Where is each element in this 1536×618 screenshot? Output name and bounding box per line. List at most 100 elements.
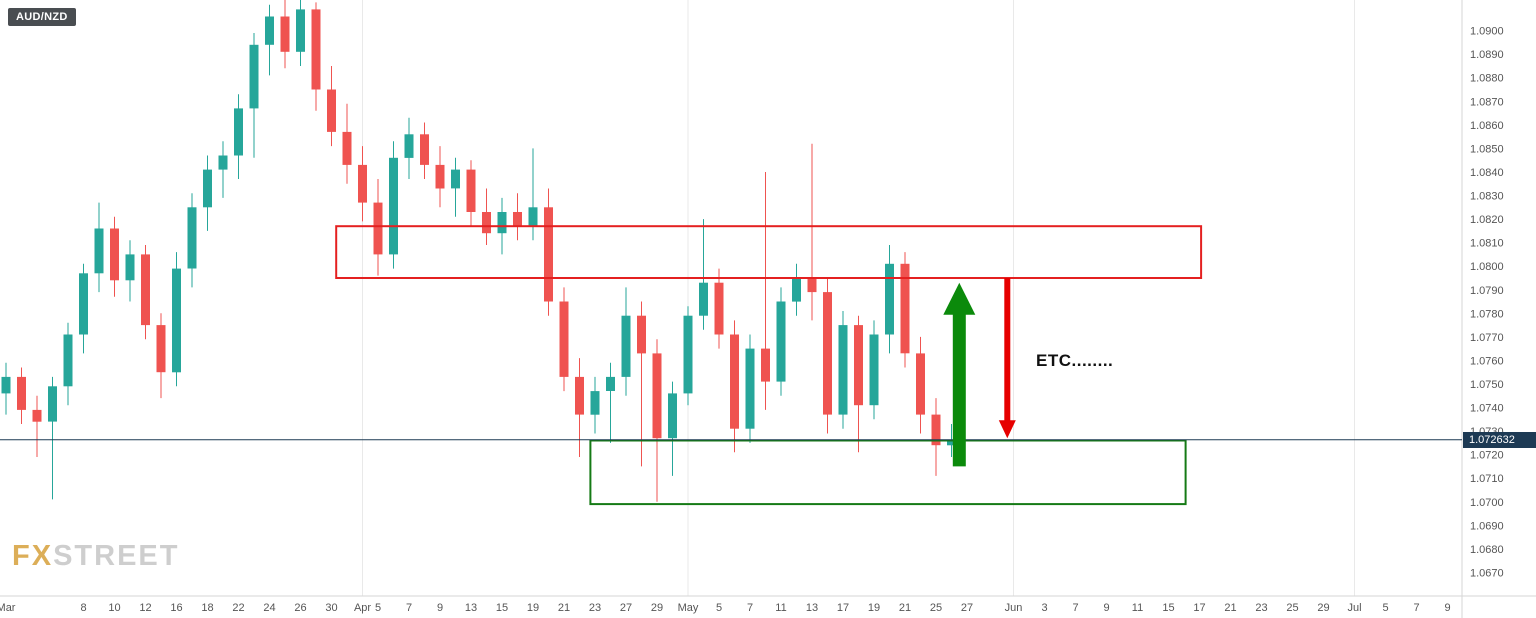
candle-body: [590, 391, 600, 415]
candle-body: [234, 108, 243, 156]
candle-body: [311, 9, 321, 90]
candle-body: [947, 439, 956, 446]
candle-body: [916, 353, 925, 415]
candle-body: [621, 315, 631, 377]
fxstreet-logo-fx: FX: [12, 540, 54, 572]
resistance-zone[interactable]: [335, 225, 1203, 279]
price-tick-label: 1.0880: [1470, 73, 1504, 85]
candle-body: [544, 207, 553, 302]
time-tick-label: Jun: [1005, 602, 1023, 614]
time-tick-label: 7: [406, 602, 412, 614]
time-tick-label: 9: [437, 602, 443, 614]
time-tick-label: 29: [651, 602, 663, 614]
candle-body: [63, 334, 73, 387]
time-tick-label: 13: [465, 602, 477, 614]
candle-body: [156, 325, 166, 373]
candle-body: [652, 353, 662, 439]
price-tick-label: 1.0810: [1470, 238, 1504, 250]
time-tick-label: 17: [837, 602, 849, 614]
candle-body: [420, 134, 429, 165]
symbol-badge[interactable]: AUD/NZD: [8, 8, 76, 26]
candle-body: [110, 228, 119, 281]
candle-body: [94, 228, 104, 274]
candle-body: [838, 325, 848, 415]
candle-body: [807, 278, 817, 293]
price-tick-label: 1.0900: [1470, 26, 1504, 38]
price-tick-label: 1.0780: [1470, 308, 1504, 320]
price-tick-label: 1.0840: [1470, 167, 1504, 179]
time-tick-label: 5: [716, 602, 722, 614]
time-axis[interactable]: [0, 596, 1536, 618]
candle-body: [48, 386, 57, 422]
time-tick-label: 19: [527, 602, 539, 614]
price-tick-label: 1.0860: [1470, 120, 1504, 132]
price-tick-label: 1.0690: [1470, 520, 1504, 532]
candle-body: [683, 315, 693, 394]
time-tick-label: 18: [201, 602, 213, 614]
fxstreet-logo: FXSTREET: [12, 540, 179, 573]
time-tick-label: 3: [1041, 602, 1047, 614]
candle-body: [730, 334, 739, 429]
time-tick-label: 7: [747, 602, 753, 614]
candle-body: [823, 292, 832, 415]
time-tick-label: 27: [620, 602, 632, 614]
candle-body: [885, 263, 894, 335]
time-tick-label: 17: [1193, 602, 1205, 614]
candle-body: [32, 409, 42, 422]
price-tick-label: 1.0680: [1470, 544, 1504, 556]
etc-annotation[interactable]: ETC........: [1036, 351, 1114, 370]
time-tick-label: 26: [294, 602, 306, 614]
candle-body: [776, 301, 786, 382]
candle-body: [141, 254, 150, 326]
time-tick-label: 7: [1072, 602, 1078, 614]
candle-body: [404, 134, 414, 158]
candle-body: [203, 169, 212, 208]
time-tick-label: Mar: [0, 602, 16, 614]
time-tick-label: 24: [263, 602, 275, 614]
candle-body: [668, 393, 677, 439]
candle-body: [869, 334, 879, 406]
candle-body: [699, 282, 708, 316]
time-tick-label: 25: [1286, 602, 1298, 614]
price-tick-label: 1.0740: [1470, 403, 1504, 415]
time-tick-label: 19: [868, 602, 880, 614]
time-tick-label: 13: [806, 602, 818, 614]
candle-body: [17, 376, 26, 410]
price-tick-label: 1.0770: [1470, 332, 1504, 344]
time-tick-label: 27: [961, 602, 973, 614]
time-tick-label: 30: [325, 602, 337, 614]
price-tick-label: 1.0850: [1470, 143, 1504, 155]
support-zone[interactable]: [589, 439, 1187, 506]
time-tick-label: 23: [1255, 602, 1267, 614]
candle-body: [637, 315, 646, 354]
down-arrow[interactable]: [998, 278, 1016, 439]
time-tick-label: 10: [108, 602, 120, 614]
time-tick-label: 9: [1103, 602, 1109, 614]
last-price-label: 1.072632: [1463, 431, 1536, 448]
price-tick-label: 1.0800: [1470, 261, 1504, 273]
time-tick-label: 11: [1132, 602, 1143, 614]
time-tick-label: 15: [1162, 602, 1174, 614]
time-tick-label: Jul: [1347, 602, 1361, 614]
candle-body: [559, 301, 569, 377]
price-tick-label: 1.0760: [1470, 355, 1504, 367]
candle-body: [249, 44, 259, 109]
candle-body: [265, 16, 274, 45]
price-tick-label: 1.0710: [1470, 473, 1504, 485]
price-tick-label: 1.0790: [1470, 285, 1504, 297]
price-tick-label: 1.0700: [1470, 497, 1504, 509]
time-tick-label: 11: [775, 602, 786, 614]
price-tick-label: 1.0890: [1470, 49, 1504, 61]
candle-body: [373, 202, 383, 255]
time-tick-label: 16: [170, 602, 182, 614]
time-tick-label: 15: [496, 602, 508, 614]
candle-body: [358, 164, 367, 203]
candle-body: [1, 376, 11, 394]
time-tick-label: Apr: [354, 602, 371, 614]
time-tick-label: 23: [589, 602, 601, 614]
candle-body: [125, 254, 135, 281]
time-tick-label: 5: [375, 602, 381, 614]
candle-body: [482, 212, 491, 234]
up-arrow[interactable]: [943, 282, 976, 467]
